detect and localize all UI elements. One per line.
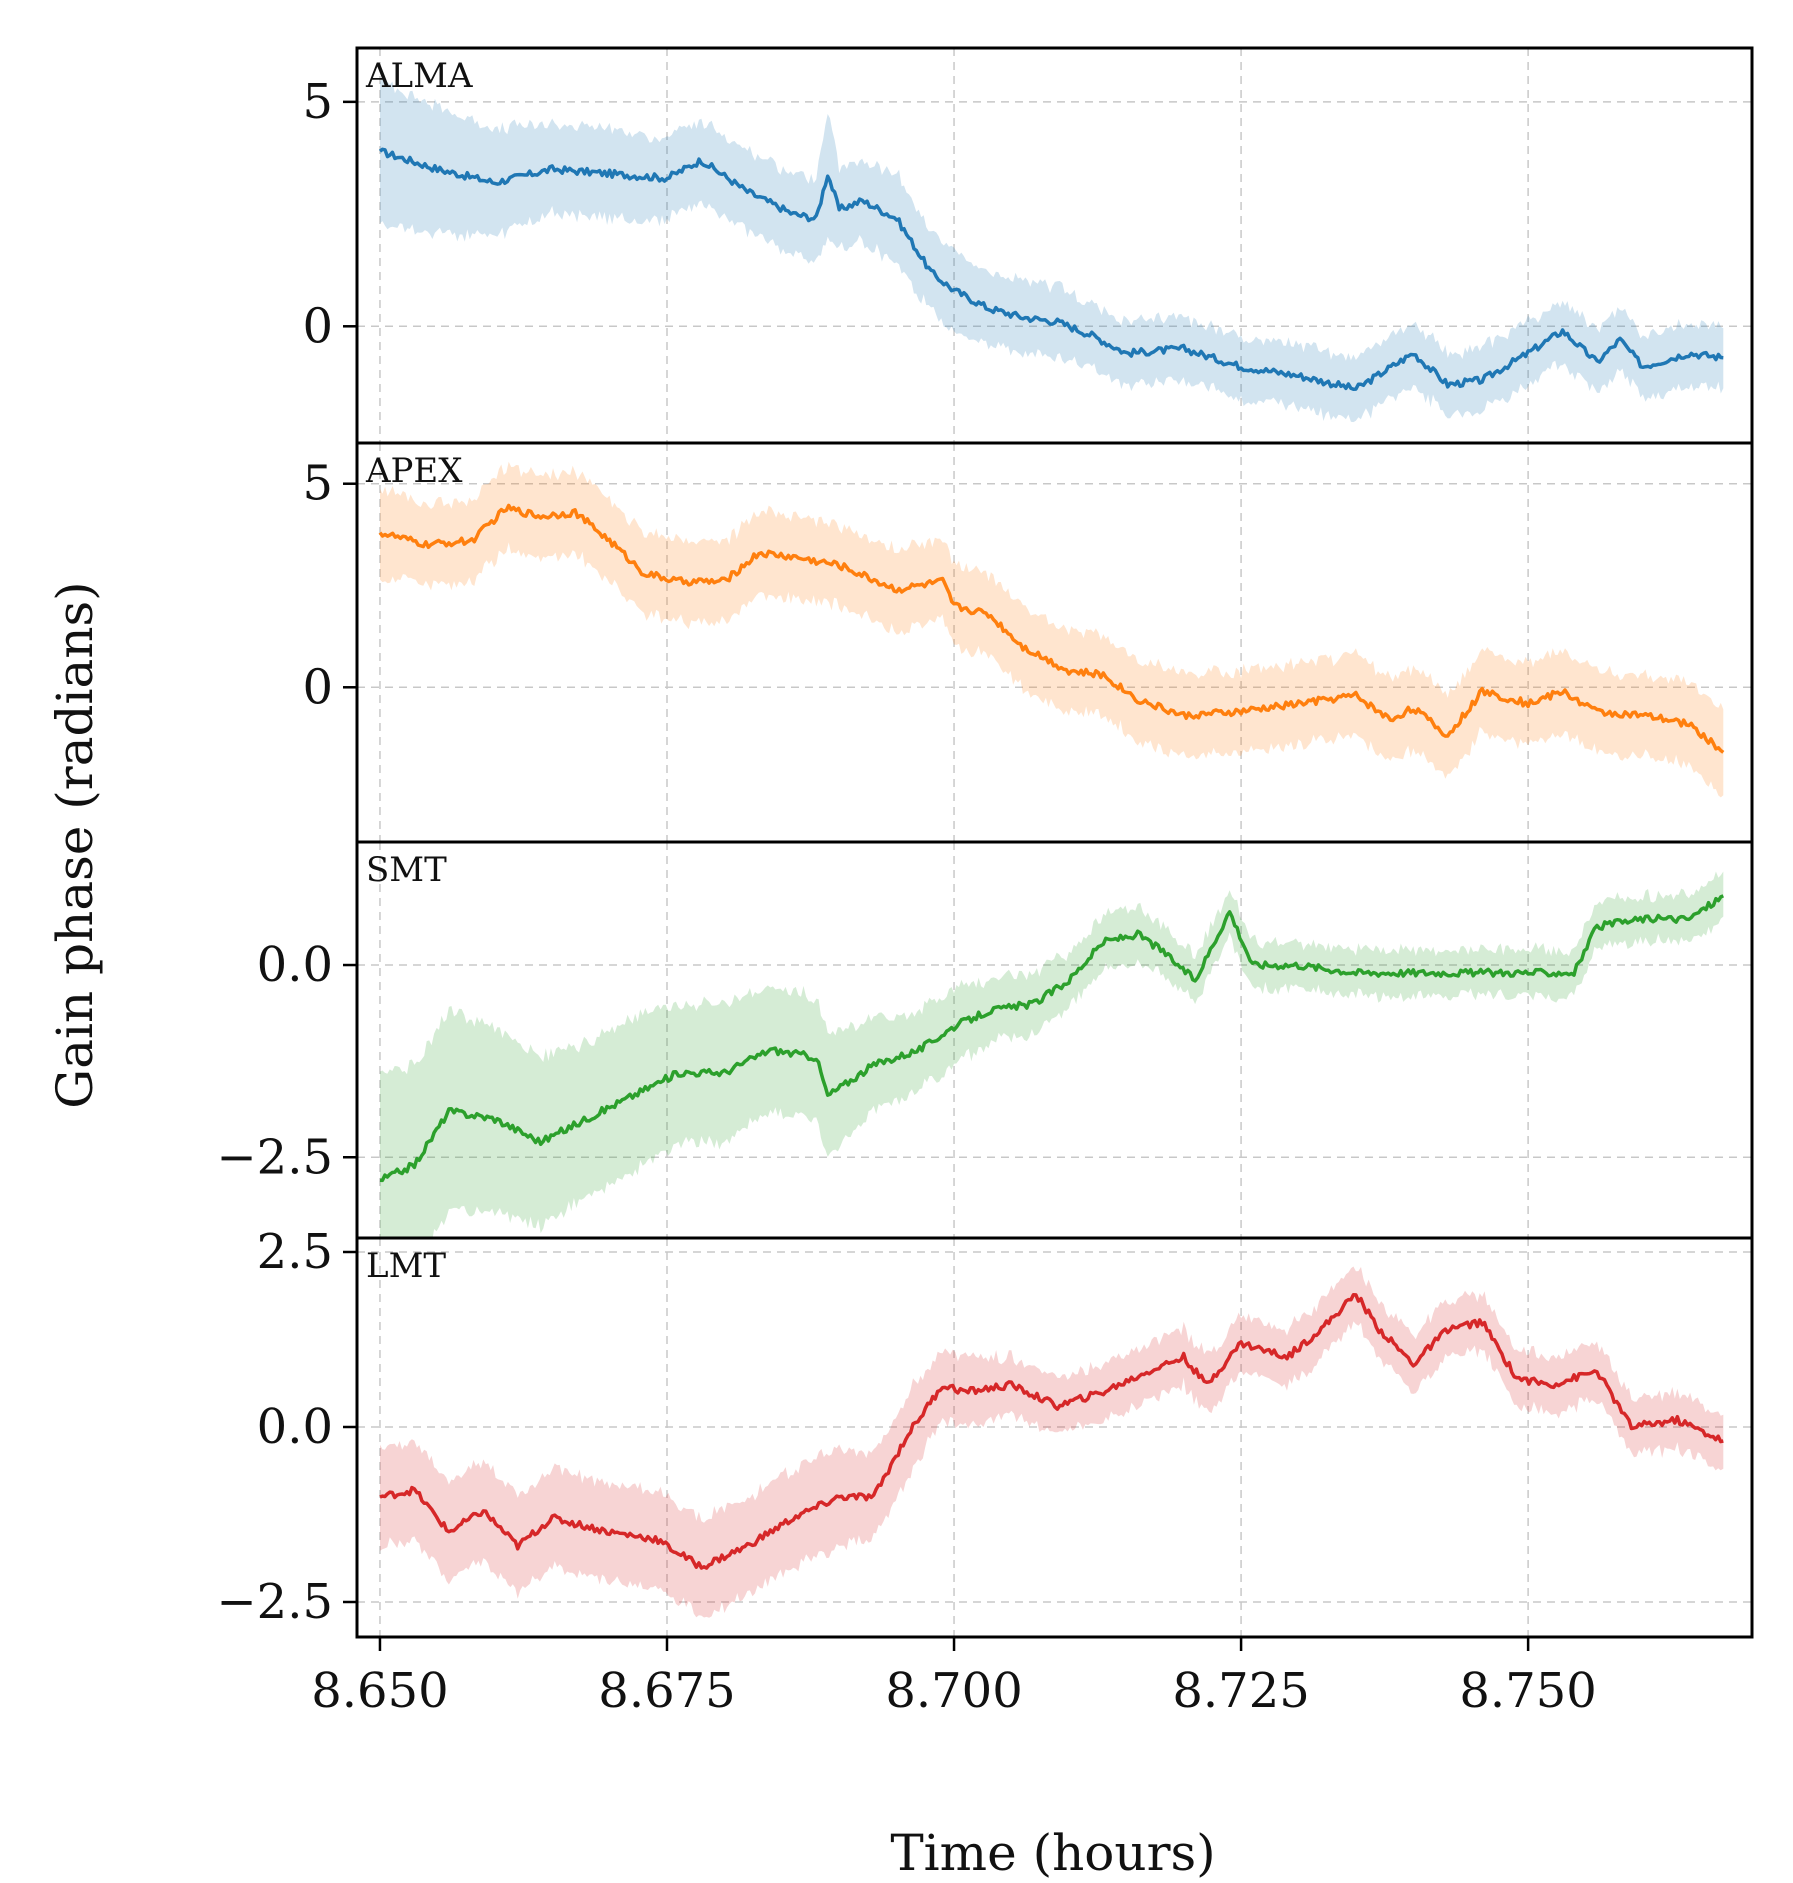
y-tick-label: −2.5 xyxy=(216,1129,333,1185)
series-line-smt xyxy=(379,894,1725,1183)
panel-frames xyxy=(355,46,1754,1639)
y-tick-label: 2.5 xyxy=(257,1224,333,1280)
panel-frame-lmt xyxy=(355,1236,1754,1639)
series-line-alma xyxy=(378,147,1724,392)
confidence-bands xyxy=(380,75,1724,1618)
panel-label-apex: APEX xyxy=(365,451,463,491)
y-tick-label: 0.0 xyxy=(257,1399,333,1455)
y-tick-label: 0 xyxy=(302,298,333,354)
tick-layer xyxy=(343,100,1530,1651)
y-tick-label: 5 xyxy=(302,74,333,130)
y-tick-label: 5 xyxy=(302,456,333,512)
panel-label-smt: SMT xyxy=(366,850,447,890)
series-lines xyxy=(378,147,1725,1570)
label-layer: 0 5 ALMA 0 5 APEX −2.5 0.0 SMT −2.5 0.0 2.5 LMT 8.650… xyxy=(216,56,1596,1719)
y-axis-title: Gain phase (radians) xyxy=(46,581,104,1108)
series-line-lmt xyxy=(379,1293,1724,1570)
x-tick-label: 8.675 xyxy=(598,1663,735,1719)
x-tick-label: 8.750 xyxy=(1459,1663,1596,1719)
y-tick-label: −2.5 xyxy=(216,1574,333,1630)
confidence-band-lmt xyxy=(380,1266,1724,1618)
series-line-apex xyxy=(378,503,1725,754)
confidence-band-smt xyxy=(380,871,1724,1238)
y-tick-label: 0 xyxy=(302,659,333,715)
panel-frame-alma xyxy=(355,46,1754,445)
y-tick-label: 0.0 xyxy=(257,937,333,993)
grid-layer xyxy=(357,48,1752,1637)
x-axis-title: Time (hours) xyxy=(890,1824,1215,1882)
x-tick-label: 8.700 xyxy=(885,1663,1022,1719)
panel-label-alma: ALMA xyxy=(365,56,473,96)
confidence-band-apex xyxy=(380,461,1724,798)
x-tick-label: 8.725 xyxy=(1172,1663,1309,1719)
x-tick-label: 8.650 xyxy=(311,1663,448,1719)
confidence-band-alma xyxy=(380,75,1724,423)
panel-label-lmt: LMT xyxy=(366,1246,446,1286)
